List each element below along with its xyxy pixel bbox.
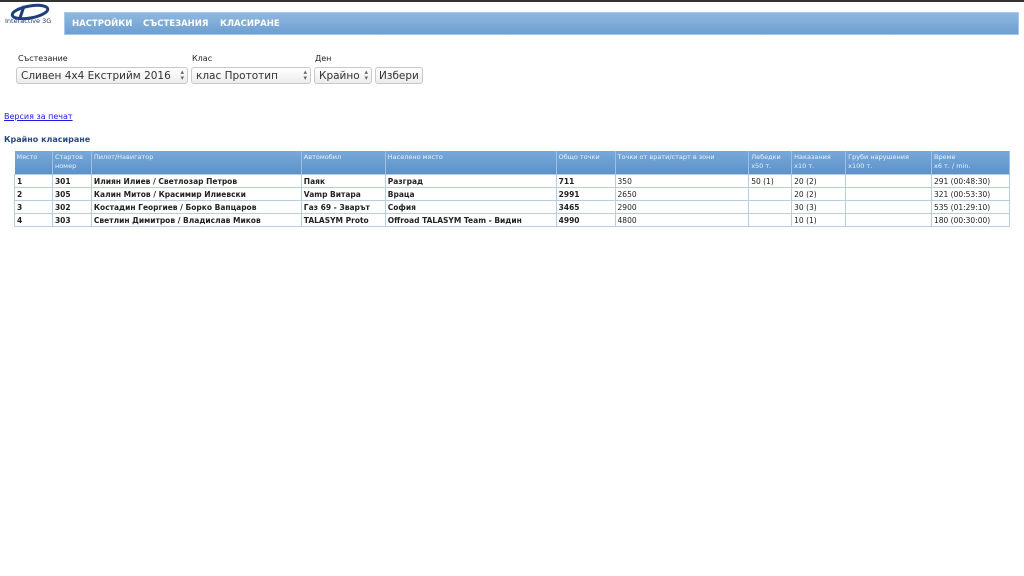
table-cell: 2650 — [614, 187, 750, 201]
column-header-text: x10 т. — [794, 162, 815, 170]
table-cell: 2 — [14, 187, 53, 201]
column-header: Населено място — [385, 151, 557, 175]
table-cell: 3465 — [555, 200, 616, 214]
table-cell — [845, 187, 932, 201]
class-select[interactable]: клас Прототип ▴ ▾ — [191, 67, 311, 84]
column-header: Общо точки — [556, 151, 616, 175]
class-label: Клас — [192, 54, 213, 63]
nav-competitions[interactable]: СЪСТЕЗАНИЯ — [143, 19, 209, 29]
table-cell: 50 (1) — [748, 174, 793, 188]
table-header-row: Място Стартов номер Пилот/Навигатор Автомоби… — [14, 151, 1011, 175]
table-cell: 301 — [51, 174, 92, 188]
column-header-text: Пилот/Навигатор — [93, 153, 154, 161]
table-row: 1 301 Илиян Илиев / Светлозар Петров Паяк Ра… — [14, 174, 1011, 188]
column-header-text: Груби нарушения — [848, 153, 909, 161]
table-cell: Разград — [384, 174, 557, 188]
table-cell: 10 (1) — [791, 213, 847, 227]
table-row: 2 305 Калин Митов / Красимир Илиевски Vamp … — [14, 187, 1011, 201]
table-cell: 2991 — [555, 187, 616, 201]
table-cell: 1 — [14, 174, 53, 188]
table-cell: Offroad TALASYM Team - Видин — [384, 213, 557, 227]
table-cell: София — [384, 200, 557, 214]
column-header: Автомобил — [301, 151, 386, 175]
day-value: Крайно — [319, 70, 360, 82]
table-cell: Vamp Витара — [300, 187, 386, 201]
table-cell: Светлин Димитров / Владислав Миков — [90, 213, 302, 227]
select-arrows-icon: ▴ ▾ — [303, 68, 307, 82]
column-header-text: x50 т. — [751, 162, 772, 170]
table-cell: 305 — [51, 187, 92, 201]
column-header: Стартов номер — [52, 151, 92, 175]
column-header: Точки от врати/старт в зони — [615, 151, 750, 175]
table-cell: Враца — [384, 187, 557, 201]
column-header: Груби нарушения x100 т. — [845, 151, 932, 175]
select-arrows-icon: ▴ ▾ — [364, 68, 368, 82]
table-cell: TALASYM Proto — [300, 213, 386, 227]
table-cell: 302 — [51, 200, 92, 214]
column-header: Наказания x10 т. — [791, 151, 847, 175]
table-cell: Илиян Илиев / Светлозар Петров — [90, 174, 302, 188]
logo-text: Interactive 3G — [5, 17, 52, 25]
nav-settings[interactable]: НАСТРОЙКИ — [72, 19, 133, 29]
section-title: Крайно класиране — [4, 135, 91, 144]
table-cell: 350 — [614, 174, 750, 188]
column-header: Време x6 т. / min. — [931, 151, 1011, 175]
column-header: Лебедки x50 т. — [748, 151, 793, 175]
table-row: 4 303 Светлин Димитров / Владислав Миков TA… — [14, 213, 1011, 227]
column-header-text: x100 т. — [848, 162, 873, 170]
table-cell: 30 (3) — [791, 200, 847, 214]
main-nav: НАСТРОЙКИ СЪСТЕЗАНИЯ КЛАСИРАНЕ — [64, 12, 1019, 35]
table-cell: 3 — [14, 200, 53, 214]
table-cell — [748, 200, 793, 214]
column-header-text: Място — [16, 153, 38, 161]
table-cell — [748, 213, 793, 227]
table-row: 3 302 Костадин Георгиев / Борко Вапцаров Га… — [14, 200, 1011, 214]
print-version-link[interactable]: Версия за печат — [4, 112, 73, 121]
column-header-text: номер — [54, 162, 77, 170]
submit-button[interactable]: Избери — [375, 67, 423, 84]
table-cell: 303 — [51, 213, 92, 227]
table-cell: 535 (01:29:10) — [930, 200, 1011, 214]
table-cell: Паяк — [300, 174, 386, 188]
table-cell: 321 (00:53:30) — [930, 187, 1011, 201]
column-header-text: x6 т. / min. — [933, 162, 971, 170]
table-cell: Костадин Георгиев / Борко Вапцаров — [90, 200, 302, 214]
table-cell: 20 (2) — [791, 187, 847, 201]
table-cell: 4800 — [614, 213, 750, 227]
column-header-text: Стартов — [54, 153, 83, 161]
competition-label: Състезание — [18, 54, 68, 63]
table-cell: 4990 — [555, 213, 616, 227]
top-border — [0, 0, 1024, 2]
table-cell — [845, 200, 932, 214]
column-header-text: Лебедки — [751, 153, 781, 161]
table-cell — [845, 213, 932, 227]
column-header-text: Точки от врати/старт в зони — [617, 153, 715, 161]
logo-icon — [10, 3, 50, 21]
table-cell: 20 (2) — [791, 174, 847, 188]
nav-rankings[interactable]: КЛАСИРАНЕ — [220, 19, 280, 29]
results-table: Място Стартов номер Пилот/Навигатор Автомоби… — [14, 151, 1011, 227]
competition-select[interactable]: Сливен 4x4 Екстрийм 2016 ▴ ▾ — [16, 67, 188, 84]
column-header-text: Наказания — [794, 153, 831, 161]
class-value: клас Прототип — [196, 70, 278, 82]
day-label: Ден — [315, 54, 332, 63]
table-cell — [748, 187, 793, 201]
competition-value: Сливен 4x4 Екстрийм 2016 — [21, 70, 171, 82]
table-cell: 180 (00:30:00) — [930, 213, 1011, 227]
column-header-text: Време — [933, 153, 956, 161]
table-cell: 4 — [14, 213, 53, 227]
column-header: Място — [14, 151, 53, 175]
table-cell: 2900 — [614, 200, 750, 214]
select-arrows-icon: ▴ ▾ — [180, 68, 184, 82]
table-cell: Газ 69 - Зварът — [300, 200, 386, 214]
table-cell: Калин Митов / Красимир Илиевски — [90, 187, 302, 201]
table-cell: 711 — [555, 174, 616, 188]
table-cell: 291 (00:48:30) — [930, 174, 1011, 188]
table-cell — [845, 174, 932, 188]
column-header-text: Автомобил — [303, 153, 342, 161]
column-header-text: Населено място — [387, 153, 443, 161]
day-select[interactable]: Крайно ▴ ▾ — [314, 67, 372, 84]
column-header: Пилот/Навигатор — [91, 151, 302, 175]
column-header-text: Общо точки — [558, 153, 600, 161]
